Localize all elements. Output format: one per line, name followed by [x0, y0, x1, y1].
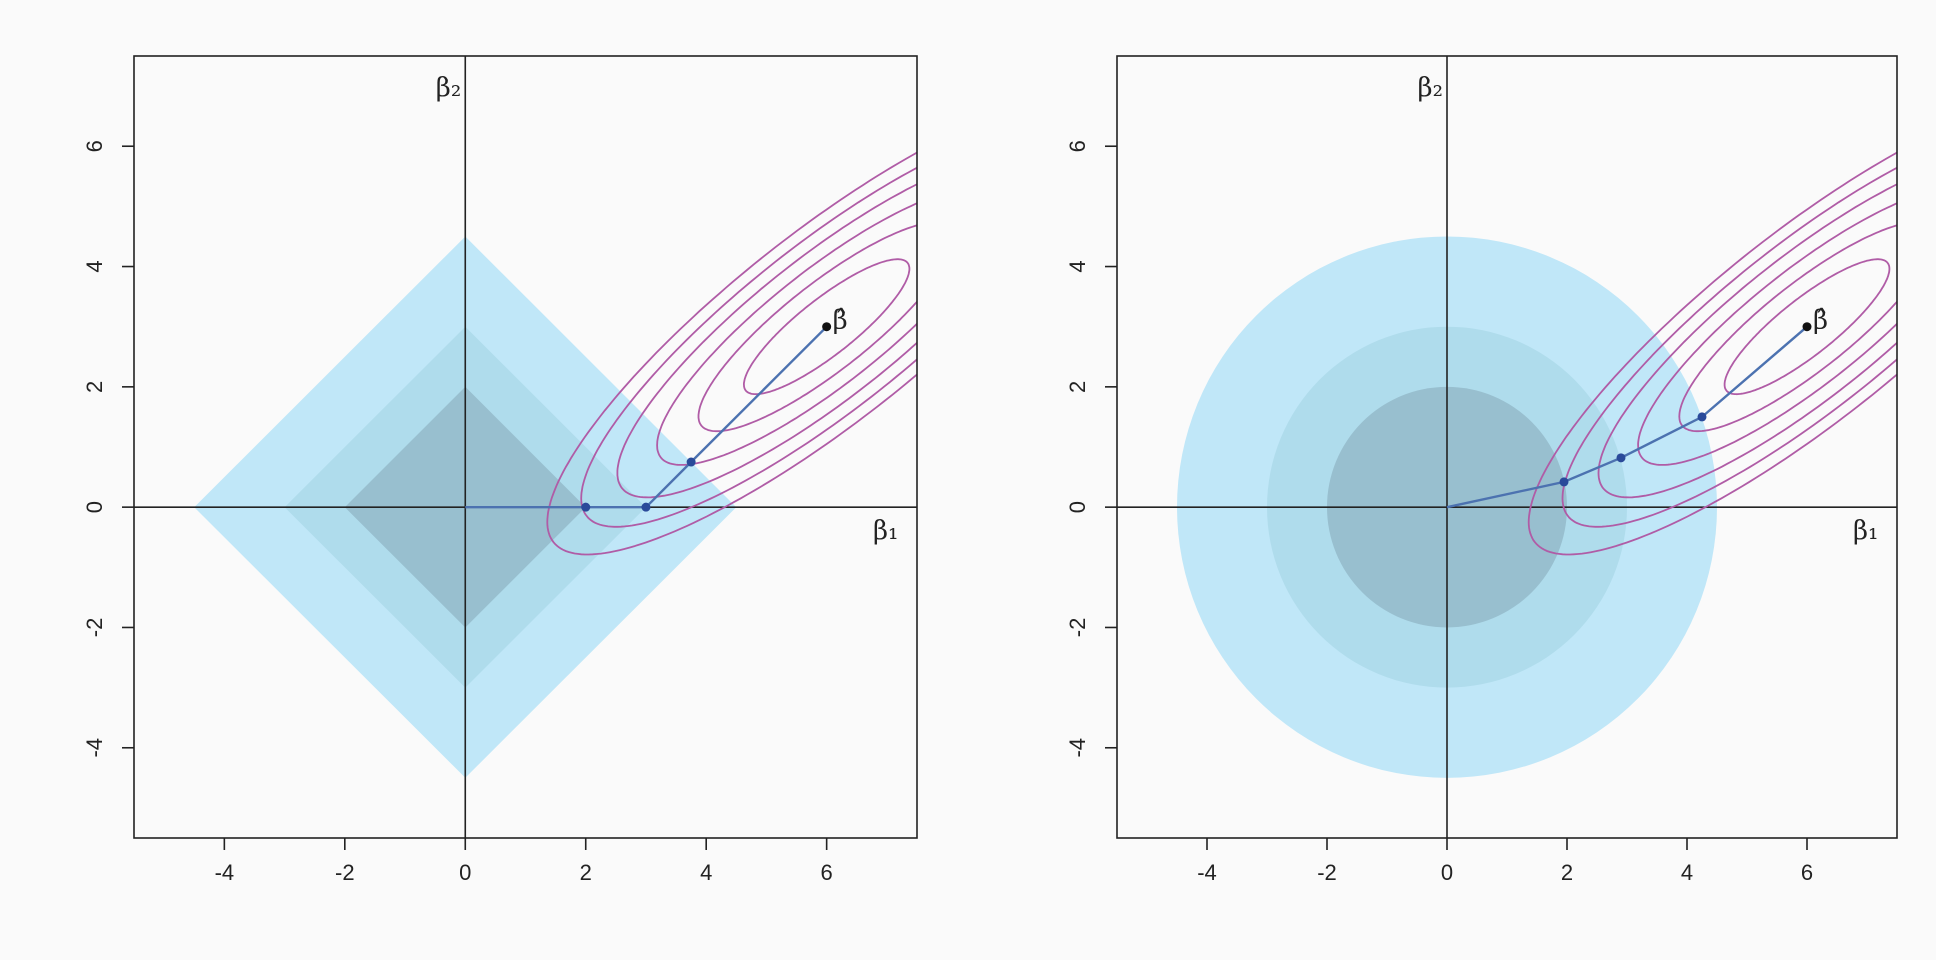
path-point: [1559, 477, 1569, 487]
loss-contour-0: [743, 258, 911, 396]
y-tick-label: 6: [1065, 140, 1090, 152]
y-tick-label: 0: [82, 501, 107, 513]
y-tick-label: 6: [82, 140, 107, 152]
y-tick-label: 2: [82, 381, 107, 393]
x-tick-label: 0: [1441, 860, 1453, 885]
loss-contour-1: [1678, 224, 1897, 433]
y-axis-label: β₂: [1418, 73, 1443, 103]
path-point: [686, 457, 696, 467]
x-tick-label: -4: [215, 860, 235, 885]
y-tick-label: 4: [82, 260, 107, 272]
beta-hat-point: [1802, 322, 1812, 332]
x-tick-label: 6: [1801, 860, 1813, 885]
panel-lasso: β̂ β₂ β₁ -4 -2 0 2 4 6 -4 -2 0 2 4 6: [82, 55, 918, 885]
loss-contour-4: [1561, 166, 1897, 528]
panel-ridge: β̂ β₂ β₁ -4 -2 0 2 4 6 -4 -2 0 2 4 6: [1065, 55, 1898, 885]
x-tick-label: -2: [1317, 860, 1337, 885]
loss-contour-2: [1637, 202, 1897, 466]
loss-contour-3: [616, 183, 917, 499]
y-tick-label: 4: [1065, 260, 1090, 272]
loss-contour-4: [580, 166, 917, 528]
beta-hat-label: β̂: [833, 306, 848, 336]
path-point: [641, 502, 651, 512]
loss-contour-3: [1597, 183, 1897, 499]
plot-area: [134, 56, 917, 838]
y-tick-label: 0: [1065, 501, 1090, 513]
y-tick-label: 2: [1065, 381, 1090, 393]
y-tick-label: -2: [82, 618, 107, 638]
x-axis-label: β₁: [873, 516, 898, 546]
loss-contour-5: [546, 151, 917, 556]
x-tick-label: -2: [335, 860, 355, 885]
y-axis-label: β₂: [436, 73, 461, 103]
plot-frame: [133, 55, 918, 839]
x-tick-label: 4: [700, 860, 712, 885]
x-tick-label: 2: [1561, 860, 1573, 885]
x-tick-label: 4: [1681, 860, 1693, 885]
x-tick-label: 6: [821, 860, 833, 885]
loss-contour-1: [697, 224, 917, 433]
x-tick-label: -4: [1197, 860, 1217, 885]
path-point: [1697, 412, 1707, 422]
beta-hat-label: β̂: [1813, 306, 1828, 336]
plot-area: [1117, 56, 1897, 838]
plot-frame: [1116, 55, 1898, 839]
path-point: [1616, 453, 1626, 463]
path-point: [581, 502, 591, 512]
x-tick-label: 2: [580, 860, 592, 885]
loss-contour-2: [656, 202, 917, 466]
x-axis-label: β₁: [1853, 516, 1878, 546]
y-tick-label: -2: [1065, 618, 1090, 638]
y-tick-label: -4: [82, 738, 107, 758]
beta-hat-point: [822, 322, 832, 332]
y-tick-label: -4: [1065, 738, 1090, 758]
loss-contour-5: [1527, 151, 1897, 556]
loss-contour-0: [1723, 258, 1891, 396]
x-tick-label: 0: [459, 860, 471, 885]
